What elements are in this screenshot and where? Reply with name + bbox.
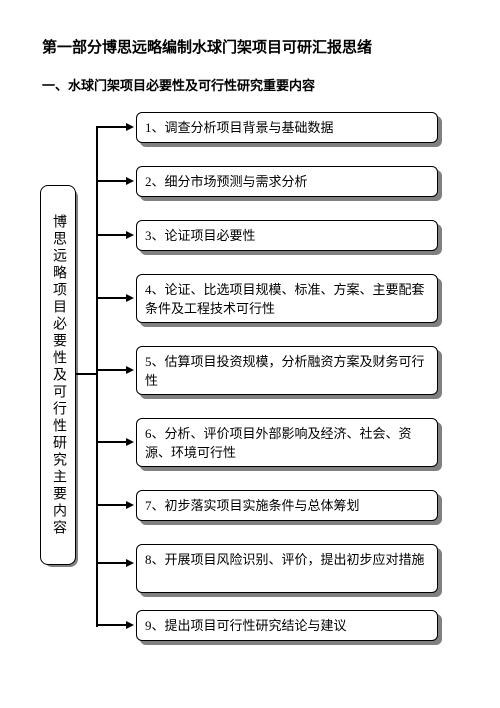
connector-branch: [96, 126, 126, 128]
arrow-right-icon: [126, 231, 134, 239]
left-bar-label: 博思远略项目必要性及可行性研究主要内容: [48, 214, 68, 537]
arrow-right-icon: [126, 177, 134, 185]
node-8: 8、开展项目风险识别、评价，提出初步应对措施: [136, 544, 438, 593]
node-5: 5、估算项目投资规模，分析融资方案及财务可行性: [136, 346, 438, 395]
arrow-right-icon: [126, 438, 134, 446]
connector-branch: [96, 562, 126, 564]
connector-trunk: [96, 127, 98, 627]
node-9: 9、提出项目可行性研究结论与建议: [136, 610, 438, 641]
connector-branch: [96, 234, 126, 236]
node-1: 1、调查分析项目背景与基础数据: [136, 112, 438, 143]
arrow-right-icon: [126, 294, 134, 302]
arrow-right-icon: [126, 621, 134, 629]
node-6: 6、分析、评价项目外部影响及经济、社会、资源、环境可行性: [136, 418, 438, 467]
arrow-right-icon: [126, 123, 134, 131]
node-4: 4、论证、比选项目规模、标准、方案、主要配套条件及工程技术可行性: [136, 274, 438, 323]
connector-branch: [96, 504, 126, 506]
connector-branch: [96, 180, 126, 182]
left-bar: 博思远略项目必要性及可行性研究主要内容: [40, 185, 76, 565]
arrow-right-icon: [126, 559, 134, 567]
node-3: 3、论证项目必要性: [136, 220, 438, 251]
node-2: 2、细分市场预测与需求分析: [136, 166, 438, 197]
connector-branch: [96, 369, 126, 371]
page-title: 第一部分博思远略编制水球门架项目可研汇报思绪: [42, 36, 458, 57]
connector-branch: [96, 624, 126, 626]
arrow-right-icon: [126, 366, 134, 374]
arrow-right-icon: [126, 501, 134, 509]
page: 第一部分博思远略编制水球门架项目可研汇报思绪 一、水球门架项目必要性及可行性研究…: [0, 0, 500, 708]
node-7: 7、初步落实项目实施条件与总体筹划: [136, 490, 438, 521]
connector-branch: [96, 297, 126, 299]
connector-branch: [96, 441, 126, 443]
connector-root-stub: [75, 373, 98, 375]
section-subtitle: 一、水球门架项目必要性及可行性研究重要内容: [42, 75, 458, 94]
